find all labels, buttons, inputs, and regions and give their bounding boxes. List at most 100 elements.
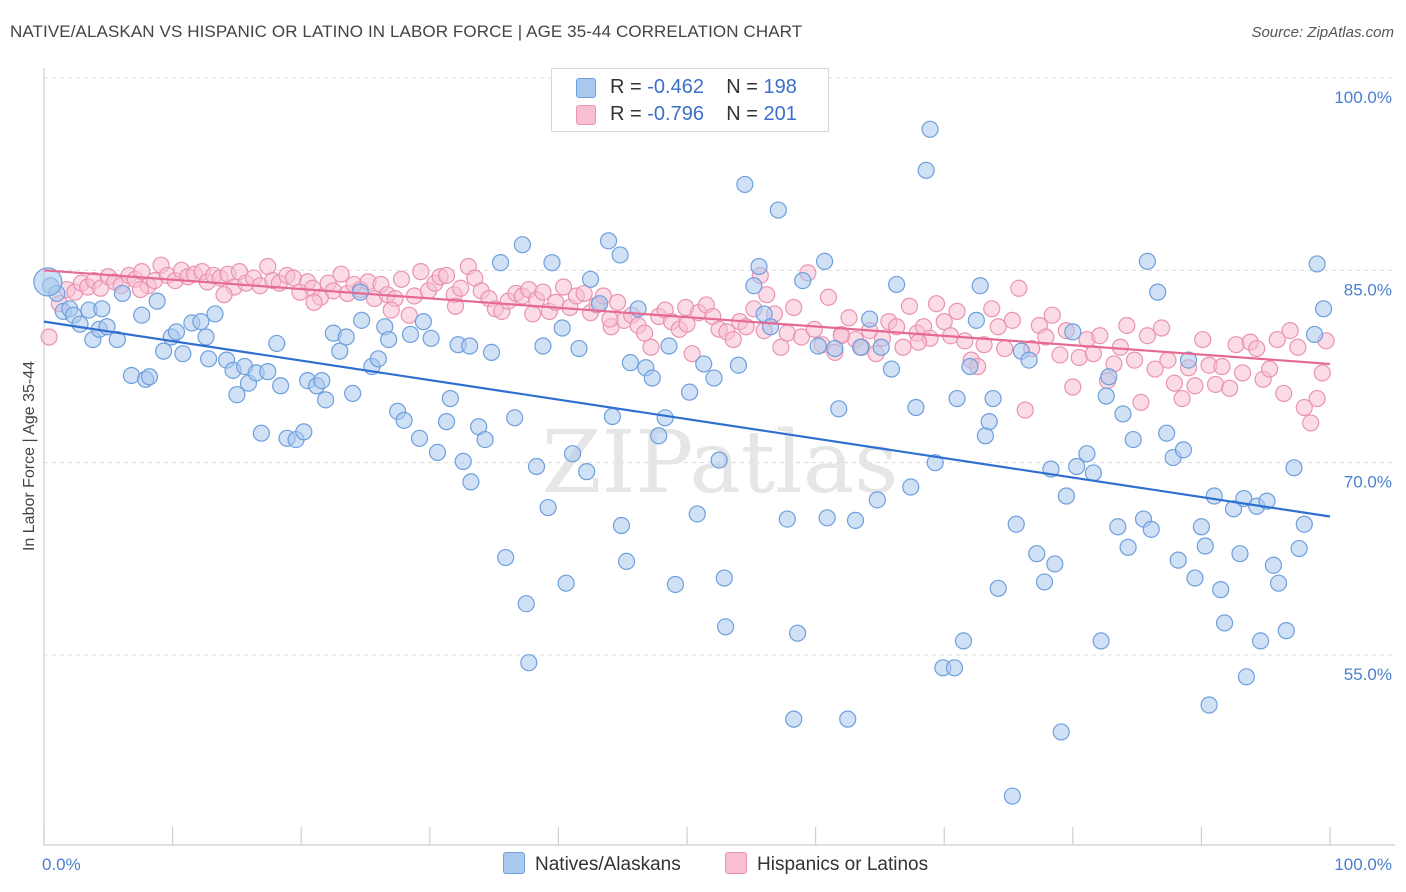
native-point xyxy=(1174,441,1192,459)
native-point xyxy=(1100,368,1118,386)
native-point xyxy=(462,473,480,491)
hispanic-point xyxy=(635,324,654,342)
bottom-legend-label-hispanic: Hispanics or Latinos xyxy=(757,854,929,875)
native-point xyxy=(563,445,582,463)
native-point xyxy=(581,270,600,288)
native-point xyxy=(133,306,151,324)
hispanic-point xyxy=(1118,316,1136,335)
hispanic-point xyxy=(778,324,796,342)
hispanic-point xyxy=(608,293,627,311)
native-point xyxy=(839,710,857,728)
hispanic-point xyxy=(1194,330,1212,349)
native-point xyxy=(1192,518,1211,536)
hispanic-point xyxy=(1003,311,1021,329)
native-point xyxy=(1231,545,1249,563)
hispanic-point xyxy=(1227,336,1245,354)
native-point xyxy=(907,398,925,417)
native-point xyxy=(476,430,494,449)
native-point xyxy=(882,360,901,378)
native-point xyxy=(200,350,218,368)
native-point xyxy=(1158,424,1176,442)
hispanic-point xyxy=(1295,398,1313,417)
native-point xyxy=(794,271,812,290)
native-point xyxy=(945,659,964,677)
hispanic-point xyxy=(900,297,919,315)
native-point xyxy=(1258,492,1276,510)
hispanic-point xyxy=(1125,351,1144,369)
native-point xyxy=(317,391,335,409)
native-point xyxy=(656,409,674,427)
y-tick-label: 85.0% xyxy=(1344,280,1392,299)
hispanic-point xyxy=(575,284,593,303)
bottom-legend-swatch-native xyxy=(503,852,525,874)
native-point xyxy=(1212,581,1230,599)
hispanic-point xyxy=(927,295,946,313)
native-point xyxy=(1109,518,1127,536)
bottom-legend-label-native: Natives/Alaskans xyxy=(535,854,681,875)
legend-n-value-hispanic: 201 xyxy=(763,103,797,125)
hispanic-point xyxy=(1233,364,1252,382)
native-point xyxy=(539,498,557,517)
hispanic-point xyxy=(1308,389,1326,408)
native-point xyxy=(1020,351,1038,369)
native-point xyxy=(1114,405,1132,423)
native-point xyxy=(1186,569,1204,587)
legend-r-value-hispanic: -0.796 xyxy=(647,103,704,125)
bottom-legend-native: Natives/Alaskans xyxy=(503,852,681,876)
legend-row-hispanic: R = -0.796 N = 201 xyxy=(552,101,828,127)
native-point xyxy=(543,254,561,272)
hispanic-point xyxy=(382,301,400,319)
native-point xyxy=(852,338,870,356)
hispanic-point xyxy=(1173,389,1191,408)
x-tick-label: 100.0% xyxy=(1334,855,1392,874)
native-point xyxy=(1149,283,1167,301)
native-point xyxy=(252,424,270,442)
hispanic-point xyxy=(1268,330,1286,349)
native-point xyxy=(1215,614,1234,632)
native-point xyxy=(961,357,979,376)
legend-swatch-hispanic xyxy=(576,105,596,125)
native-point xyxy=(980,413,998,431)
native-point xyxy=(917,161,935,179)
native-point xyxy=(984,389,1002,408)
hispanic-point xyxy=(956,332,974,350)
hispanic-point xyxy=(1206,375,1225,394)
hispanic-point xyxy=(948,302,966,320)
hispanic-point xyxy=(1016,401,1034,419)
hispanic-point xyxy=(983,300,1001,318)
native-point xyxy=(122,366,141,385)
chart-title: NATIVE/ALASKAN VS HISPANIC OR LATINO IN … xyxy=(10,22,803,41)
native-point xyxy=(650,427,668,445)
native-point xyxy=(534,337,552,355)
native-point xyxy=(491,254,510,272)
native-point xyxy=(344,384,362,403)
native-point xyxy=(1046,555,1064,573)
native-point xyxy=(461,337,479,355)
hispanic-point xyxy=(1070,348,1088,367)
native-point xyxy=(872,338,890,356)
hispanic-point xyxy=(1260,360,1279,378)
native-point xyxy=(967,311,985,329)
native-point xyxy=(1084,464,1102,482)
native-point xyxy=(441,389,459,408)
native-point xyxy=(206,305,224,323)
native-point xyxy=(826,339,844,358)
native-point xyxy=(1205,487,1223,505)
native-point xyxy=(643,369,661,387)
native-point xyxy=(769,201,787,219)
hispanic-point xyxy=(1138,327,1156,345)
y-tick-label: 100.0% xyxy=(1334,88,1392,107)
native-point xyxy=(785,710,803,728)
native-point xyxy=(710,451,728,469)
hispanic-point xyxy=(1010,279,1028,297)
correlation-legend: R = -0.462 N = 198 R = -0.796 N = 201 xyxy=(551,68,829,132)
hispanic-point xyxy=(888,318,906,336)
native-point xyxy=(715,569,733,587)
hispanic-point xyxy=(1248,339,1266,358)
native-point xyxy=(921,120,939,138)
native-point xyxy=(666,575,685,594)
native-point xyxy=(612,516,631,535)
hispanic-point xyxy=(1152,319,1171,337)
native-point xyxy=(192,313,210,331)
native-point xyxy=(401,325,420,344)
